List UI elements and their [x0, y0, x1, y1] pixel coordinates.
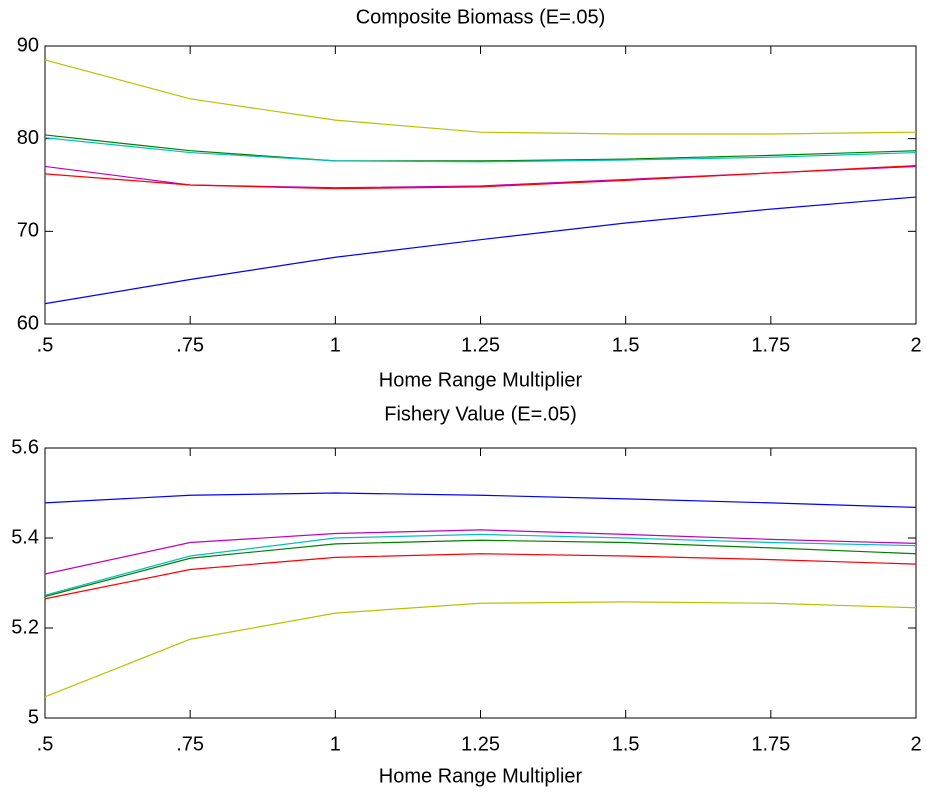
chart-title: Composite Biomass (E=.05)	[356, 6, 606, 28]
series-line	[44, 196, 917, 305]
x-tick-label: .5	[37, 733, 54, 755]
x-tick-label: 1	[330, 733, 341, 755]
x-tick-label: .5	[37, 334, 54, 356]
y-tick-label: 5.2	[11, 616, 39, 638]
x-axis-label: Home Range Multiplier	[379, 369, 583, 391]
series-line	[44, 492, 917, 508]
series-line	[44, 59, 917, 135]
x-tick-label: 1.25	[461, 334, 500, 356]
y-tick-label: 80	[17, 127, 39, 149]
x-tick-label: 2	[910, 334, 921, 356]
chart-title: Fishery Value (E=.05)	[384, 403, 577, 425]
series-line	[44, 529, 917, 575]
series-line	[44, 134, 917, 162]
x-tick-label: 1.5	[612, 733, 640, 755]
x-tick-label: 1.5	[612, 334, 640, 356]
plot-area	[44, 447, 917, 719]
y-tick-label: 5.6	[11, 436, 39, 458]
x-tick-label: 1.25	[461, 733, 500, 755]
x-tick-label: 1.75	[751, 334, 790, 356]
series-line	[44, 539, 917, 598]
series-line	[44, 553, 917, 600]
series-line	[44, 601, 917, 698]
series-line	[44, 164, 917, 190]
series-line	[44, 137, 917, 163]
x-tick-label: .75	[176, 334, 204, 356]
y-tick-label: 90	[17, 34, 39, 56]
y-tick-label: 70	[17, 220, 39, 242]
x-tick-label: 1.75	[751, 733, 790, 755]
y-tick-label: 60	[17, 312, 39, 334]
x-axis-label: Home Range Multiplier	[379, 765, 583, 787]
y-tick-label: 5.4	[11, 526, 39, 548]
x-tick-label: .75	[176, 733, 204, 755]
x-tick-label: 1	[330, 334, 341, 356]
y-tick-label: 5	[28, 706, 39, 728]
x-tick-label: 2	[910, 733, 921, 755]
series-line	[44, 533, 917, 596]
